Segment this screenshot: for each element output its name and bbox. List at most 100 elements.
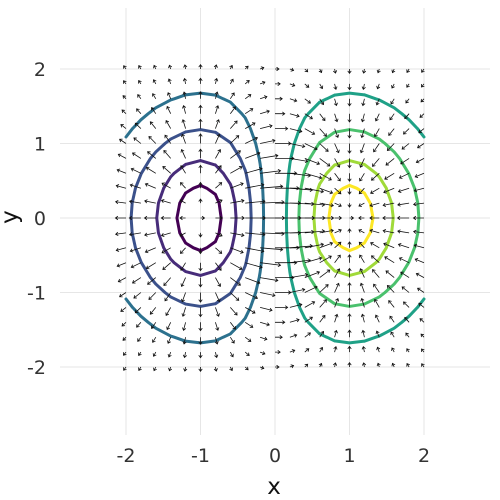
quiver-arrow (183, 366, 188, 372)
quiver-arrow (230, 262, 243, 270)
quiver-arrow (128, 199, 141, 204)
quiver-arrow (198, 198, 203, 204)
quiver-arrow (114, 199, 127, 205)
quiver-arrow (114, 215, 126, 221)
quiver-arrow (347, 241, 352, 248)
quiver-arrow (131, 152, 142, 159)
quiver-arrow (182, 352, 187, 359)
quiver-arrow (415, 272, 425, 278)
quiver-arrow (198, 164, 203, 174)
quiver-arrow (245, 247, 265, 253)
quiver-arrow (215, 322, 220, 331)
quiver-arrow (376, 83, 381, 90)
quiver-arrow (319, 128, 327, 137)
quiver-arrow (144, 199, 156, 204)
quiver-arrow (168, 366, 173, 372)
quiver-arrow (198, 307, 203, 318)
quiver-arrow (400, 271, 410, 278)
quiver-arrow (397, 187, 410, 193)
quiver-arrow (319, 172, 332, 181)
quiver-arrow (359, 254, 365, 263)
quiver-arrow (260, 277, 279, 283)
quiver-arrow (215, 262, 222, 271)
quiver-arrow (334, 173, 341, 182)
quiver-arrow (214, 352, 219, 359)
quiver-arrow (319, 269, 331, 278)
quiver-arrow (417, 143, 425, 149)
quiver-arrow (382, 202, 395, 207)
quiver-arrow (334, 297, 340, 308)
quiver-arrow (131, 277, 142, 284)
quiver-arrow (358, 229, 365, 234)
quiver-arrow (333, 68, 338, 74)
quiver-arrow (215, 215, 223, 221)
quiver-arrow (129, 247, 142, 253)
quiver-arrow (304, 332, 311, 338)
quiver-arrow (198, 277, 203, 288)
quiver-arrow (370, 242, 380, 249)
quiver-arrow (260, 184, 284, 189)
quiver-arrow (198, 292, 203, 303)
quiver-arrow (230, 247, 244, 254)
quiver-arrow (119, 292, 127, 298)
quiver-arrow (229, 336, 235, 344)
quiver-arrow (229, 322, 236, 330)
quiver-arrow (275, 260, 298, 265)
quiver-arrow (215, 133, 221, 144)
quiver-arrow (275, 245, 300, 250)
quiver-arrow (275, 126, 289, 131)
quiver-arrow (333, 362, 338, 368)
quiver-arrow (347, 143, 352, 154)
quiver-arrow (376, 68, 381, 74)
quiver-arrow (123, 351, 127, 356)
quiver-arrow (372, 269, 380, 278)
quiver-arrow (360, 113, 365, 123)
quiver-arrow (275, 66, 280, 72)
quiver-arrow (347, 69, 352, 74)
quiver-arrow (347, 329, 352, 338)
quiver-arrow (384, 172, 395, 180)
quiver-arrow (144, 247, 156, 254)
contour-lines (124, 91, 426, 345)
quiver-arrow (160, 199, 171, 204)
quiver-arrow (275, 81, 281, 86)
quiver-arrow (334, 113, 339, 123)
quiver-arrow (385, 158, 395, 166)
quiver-arrow (304, 256, 323, 264)
quiver-arrow (215, 149, 222, 159)
quiver-arrow (319, 83, 324, 90)
quiver-arrow (160, 215, 171, 221)
quiver-arrow (115, 184, 127, 189)
quiver-arrow (230, 277, 241, 286)
quiver-arrow (198, 64, 203, 69)
quiver-arrow (145, 262, 157, 270)
quiver-arrow (200, 215, 206, 221)
quiver-arrow (180, 247, 186, 254)
quiver-arrow (151, 322, 157, 329)
quiver-arrow (166, 105, 172, 114)
quiver-arrow (230, 307, 238, 316)
quiver-arrow (334, 268, 341, 278)
quiver-arrow (151, 107, 157, 114)
quiver-arrow (361, 362, 367, 368)
quiver-arrow (230, 232, 245, 238)
quiver-arrow (318, 68, 323, 74)
quiver-arrow (319, 113, 326, 122)
quiver-arrow (347, 313, 352, 323)
quiver-arrow (164, 134, 172, 144)
quiver-arrow (119, 138, 127, 144)
quiver-arrow (373, 143, 380, 153)
quiver-arrow (123, 366, 127, 371)
quiver-arrow (419, 318, 425, 323)
quiver-arrow (259, 95, 268, 100)
quiver-arrow (260, 292, 276, 298)
quiver-arrow (167, 337, 172, 344)
quiver-arrow (359, 143, 365, 154)
quiver-arrow (215, 292, 221, 303)
quiver-arrow (275, 141, 292, 146)
quiver-arrow (347, 98, 352, 107)
quiver-arrow (289, 113, 300, 118)
quiver-arrow (420, 333, 425, 338)
quiver-arrow (359, 268, 365, 278)
x-tick-label: 1 (343, 445, 355, 467)
